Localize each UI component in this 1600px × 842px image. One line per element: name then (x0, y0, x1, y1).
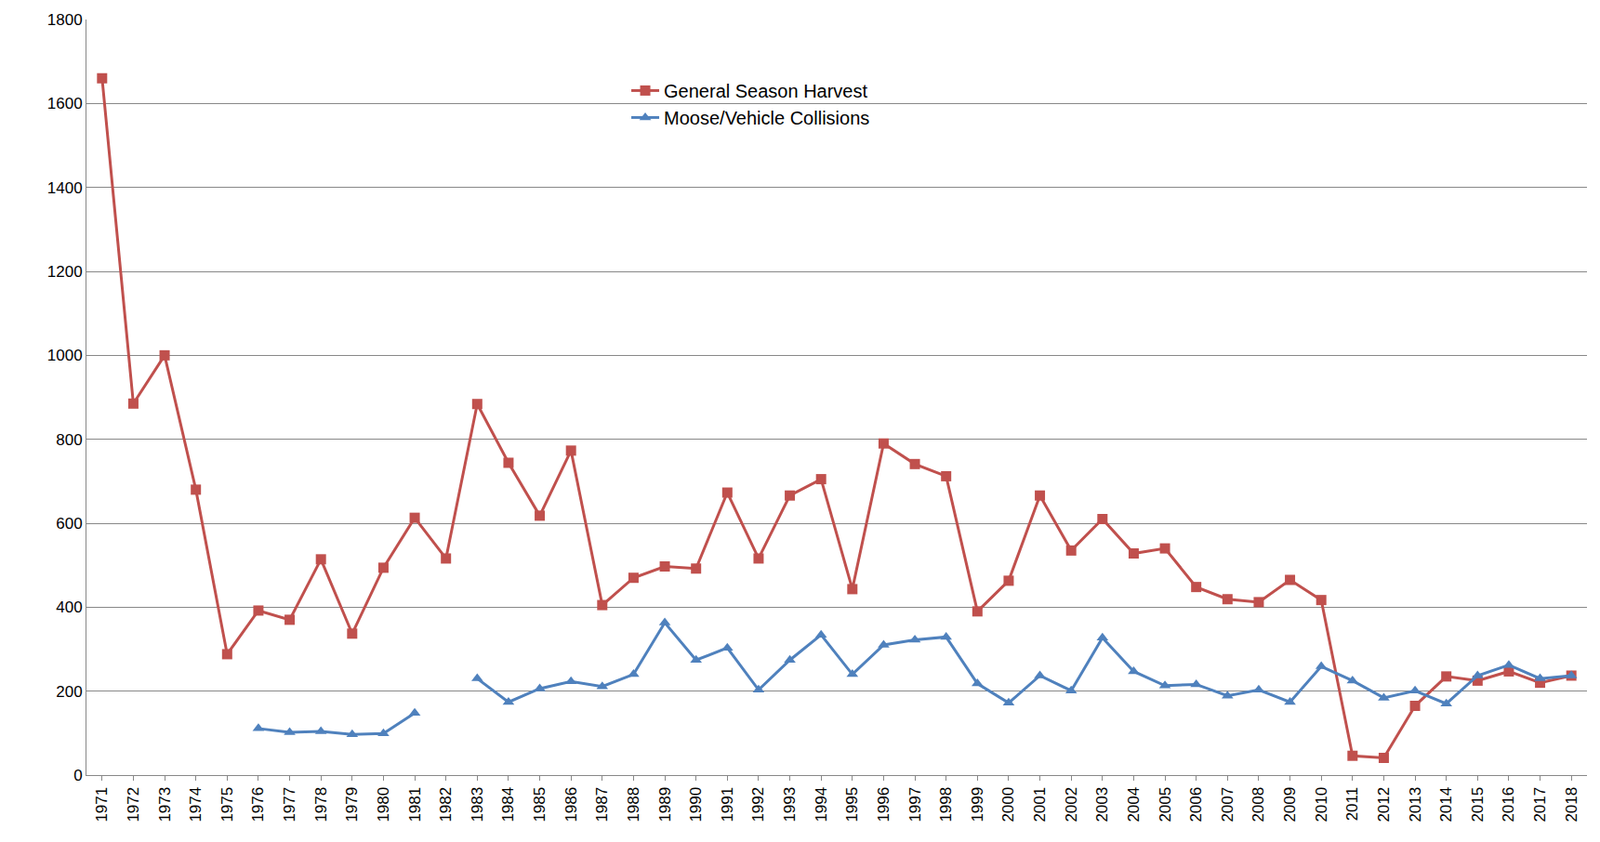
svg-text:400: 400 (55, 598, 82, 617)
svg-text:1200: 1200 (47, 263, 83, 281)
svg-text:1994: 1994 (812, 787, 831, 823)
svg-text:2017: 2017 (1531, 787, 1549, 823)
svg-text:2006: 2006 (1187, 787, 1205, 823)
svg-text:600: 600 (55, 515, 82, 533)
svg-text:1974: 1974 (186, 787, 205, 823)
svg-text:1989: 1989 (656, 787, 675, 823)
svg-text:1988: 1988 (624, 787, 643, 823)
svg-text:1984: 1984 (499, 787, 517, 823)
svg-text:2015: 2015 (1468, 787, 1487, 823)
svg-text:Moose/Vehicle Collisions: Moose/Vehicle Collisions (663, 107, 870, 129)
svg-text:1975: 1975 (218, 787, 237, 823)
svg-text:2000: 2000 (999, 787, 1018, 823)
svg-text:2013: 2013 (1406, 787, 1425, 823)
svg-text:1976: 1976 (249, 787, 267, 823)
svg-text:2003: 2003 (1093, 787, 1111, 823)
svg-text:1982: 1982 (436, 787, 455, 823)
svg-text:2001: 2001 (1031, 787, 1049, 823)
svg-text:1997: 1997 (906, 787, 925, 823)
svg-text:2007: 2007 (1218, 787, 1237, 823)
svg-text:1985: 1985 (530, 787, 549, 823)
svg-text:1972: 1972 (124, 787, 143, 823)
svg-text:1978: 1978 (312, 787, 331, 823)
svg-text:1995: 1995 (843, 787, 861, 823)
svg-text:1800: 1800 (47, 11, 83, 29)
svg-text:2009: 2009 (1281, 787, 1299, 823)
svg-text:2014: 2014 (1437, 787, 1455, 823)
svg-text:General Season Harvest: General Season Harvest (663, 80, 868, 102)
svg-text:1999: 1999 (968, 787, 987, 823)
svg-text:1998: 1998 (937, 787, 955, 823)
svg-text:2012: 2012 (1375, 787, 1393, 823)
svg-text:1981: 1981 (406, 787, 424, 823)
svg-text:2018: 2018 (1562, 787, 1581, 823)
svg-text:1980: 1980 (374, 787, 393, 823)
svg-text:800: 800 (55, 431, 82, 450)
svg-text:2016: 2016 (1499, 787, 1518, 823)
svg-text:1993: 1993 (780, 787, 799, 823)
svg-text:1991: 1991 (718, 787, 737, 823)
svg-text:1000: 1000 (47, 346, 83, 365)
svg-text:2005: 2005 (1156, 787, 1175, 823)
svg-text:1987: 1987 (593, 787, 611, 823)
svg-text:1992: 1992 (749, 787, 767, 823)
svg-text:1979: 1979 (343, 787, 361, 823)
svg-text:1600: 1600 (47, 94, 83, 113)
svg-text:1973: 1973 (156, 787, 174, 823)
svg-text:1983: 1983 (468, 787, 487, 823)
svg-text:2008: 2008 (1249, 787, 1268, 823)
svg-text:2011: 2011 (1343, 787, 1362, 822)
svg-text:1977: 1977 (280, 787, 299, 823)
svg-text:200: 200 (55, 683, 82, 701)
svg-text:2004: 2004 (1124, 787, 1143, 823)
svg-text:2002: 2002 (1062, 787, 1081, 823)
svg-text:1986: 1986 (562, 787, 581, 823)
svg-text:0: 0 (73, 766, 82, 785)
svg-text:2010: 2010 (1312, 787, 1331, 823)
svg-text:1996: 1996 (874, 787, 893, 823)
svg-text:1990: 1990 (687, 787, 705, 823)
svg-text:1400: 1400 (47, 179, 83, 198)
svg-text:1971: 1971 (92, 787, 111, 823)
